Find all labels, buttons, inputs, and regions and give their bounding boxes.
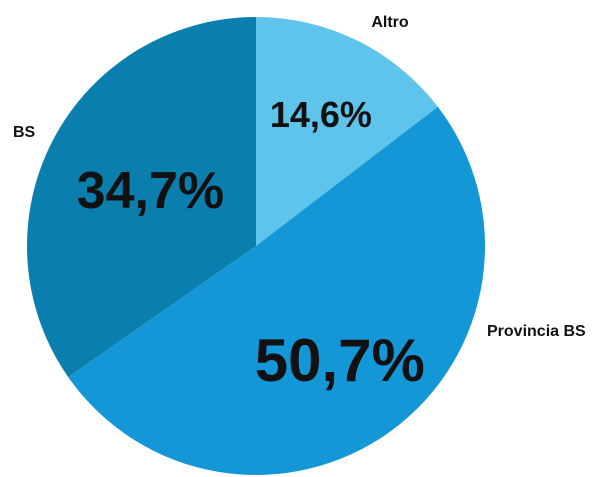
- pie-category-label-provincia-bs: Provincia BS: [487, 323, 586, 340]
- pie-value-label-provincia-bs: 50,7%: [255, 327, 425, 394]
- pie-slice-bs: [26, 17, 257, 378]
- pie-category-label-bs: BS: [13, 124, 36, 141]
- pie-value-labels: 14,6% 50,7% 34,7%: [77, 94, 425, 394]
- pie-slices: [26, 17, 485, 475]
- pie-category-label-altro: Altro: [371, 14, 409, 31]
- pie-value-label-bs: 34,7%: [77, 162, 224, 220]
- pie-slice-altro: [256, 17, 438, 246]
- pie-value-label-altro: 14,6%: [270, 94, 372, 135]
- pie-slice-provincia-bs: [68, 106, 485, 475]
- pie-category-labels: Altro Provincia BS BS: [13, 14, 586, 340]
